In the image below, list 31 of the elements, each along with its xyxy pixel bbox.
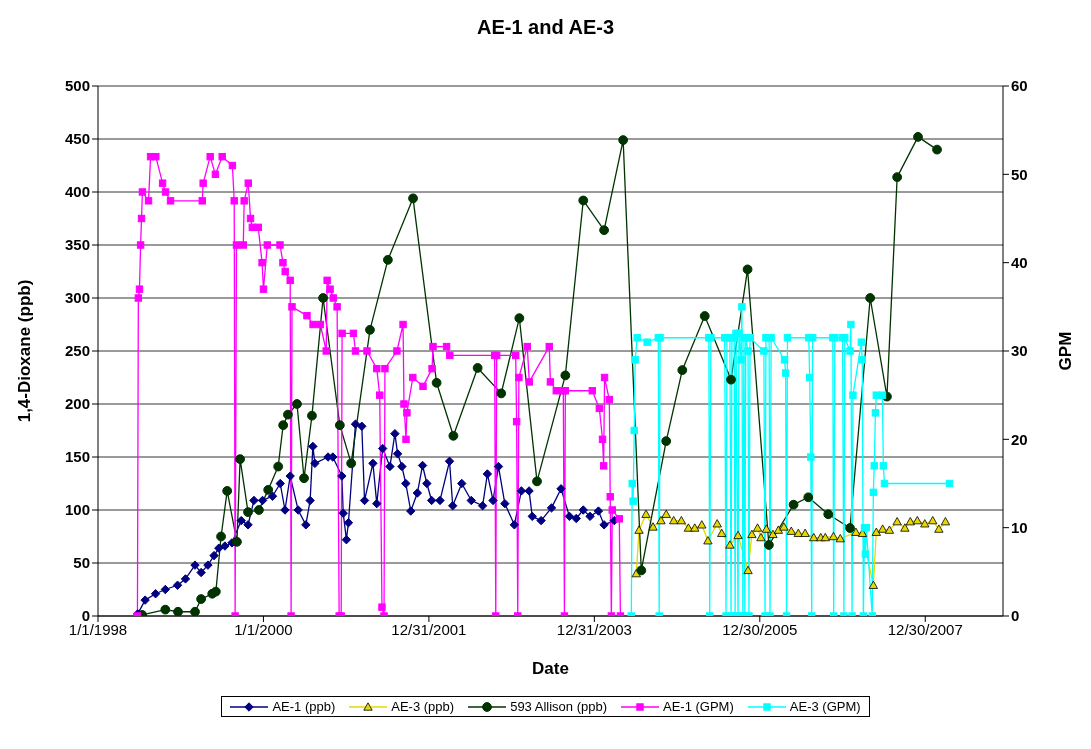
y2-axis-title: GPM — [1056, 331, 1076, 371]
y-tick-label: 350 — [64, 236, 90, 254]
x-tick-label: 12/31/2003 — [556, 620, 632, 638]
y-tick-label: 500 — [64, 77, 90, 95]
legend-label: AE-1 (ppb) — [272, 699, 336, 714]
legend-label: AE-3 (ppb) — [391, 699, 455, 714]
y-tick-label: 50 — [73, 554, 90, 572]
legend-label: 593 Allison (ppb) — [510, 699, 607, 714]
y2-tick-label: 60 — [1011, 77, 1028, 95]
y2-tick-label: 20 — [1011, 430, 1028, 448]
y-tick-label: 450 — [64, 130, 90, 148]
y2-tick-label: 50 — [1011, 165, 1028, 183]
chart-title: AE-1 and AE-3 — [475, 15, 616, 40]
y2-tick-label: 0 — [1011, 607, 1020, 625]
y-tick-label: 250 — [64, 342, 90, 360]
y-tick-label: 150 — [64, 448, 90, 466]
x-tick-label: 12/31/2001 — [391, 620, 467, 638]
y2-tick-label: 40 — [1011, 253, 1028, 271]
y-axis-title: 1,4-Dioxane (ppb) — [15, 279, 35, 423]
x-tick-label: 12/30/2005 — [722, 620, 798, 638]
y-tick-label: 300 — [64, 289, 90, 307]
y-tick-label: 400 — [64, 183, 90, 201]
legend-label: AE-1 (GPM) — [663, 699, 734, 714]
x-tick-label: 1/1/2000 — [234, 620, 293, 638]
x-tick-label: 12/30/2007 — [887, 620, 963, 638]
legend-label: AE-3 (GPM) — [789, 699, 861, 714]
y-tick-label: 200 — [64, 395, 90, 413]
x-axis-title: Date — [532, 659, 569, 678]
y-tick-label: 100 — [64, 501, 90, 519]
y2-tick-label: 30 — [1011, 342, 1028, 360]
y2-tick-label: 10 — [1011, 518, 1028, 536]
